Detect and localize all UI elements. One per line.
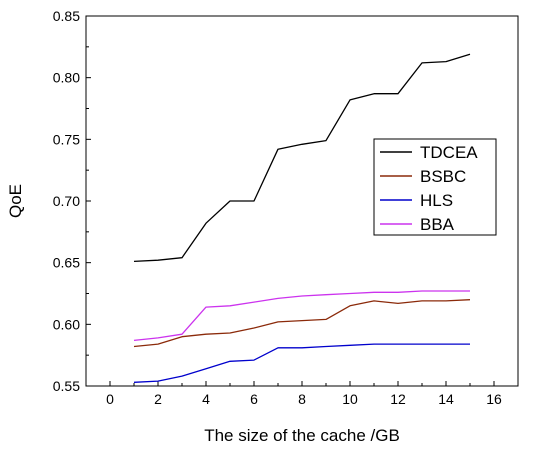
y-tick-label: 0.75 <box>53 131 80 147</box>
y-tick-label: 0.70 <box>53 193 80 209</box>
series-line-bba <box>133 290 470 342</box>
y-tick-label: 0.80 <box>53 70 80 86</box>
series-line-tdcea <box>133 53 471 263</box>
series-line-bsbc <box>133 299 471 348</box>
x-tick-label: 0 <box>106 391 114 407</box>
legend-label-tdcea: TDCEA <box>420 143 478 162</box>
series-line-hls <box>133 343 470 383</box>
y-axis-title: QoE <box>6 184 25 218</box>
legend-label-bsbc: BSBC <box>420 167 466 186</box>
x-tick-label: 12 <box>390 391 406 407</box>
x-axis-title: The size of the cache /GB <box>204 426 400 445</box>
y-tick-label: 0.60 <box>53 316 80 332</box>
x-tick-label: 2 <box>154 391 162 407</box>
y-axis: 0.55 0.60 0.65 0.70 0.75 0.80 0.85 <box>53 8 91 394</box>
x-tick-label: 8 <box>298 391 306 407</box>
x-tick-label: 14 <box>438 391 454 407</box>
x-axis: 0 2 4 6 8 10 12 14 16 <box>106 381 502 407</box>
legend-label-bba: BBA <box>420 215 455 234</box>
legend-label-hls: HLS <box>420 191 453 210</box>
legend-box <box>373 138 497 236</box>
y-tick-label: 0.85 <box>53 8 80 24</box>
x-tick-label: 6 <box>250 391 258 407</box>
legend: TDCEA BSBC HLS BBA <box>373 138 497 236</box>
series-layer <box>133 53 471 383</box>
y-tick-label: 0.55 <box>53 378 80 394</box>
x-tick-label: 4 <box>202 391 210 407</box>
y-tick-label: 0.65 <box>53 255 80 271</box>
x-tick-label: 16 <box>486 391 502 407</box>
x-tick-label: 10 <box>342 391 358 407</box>
